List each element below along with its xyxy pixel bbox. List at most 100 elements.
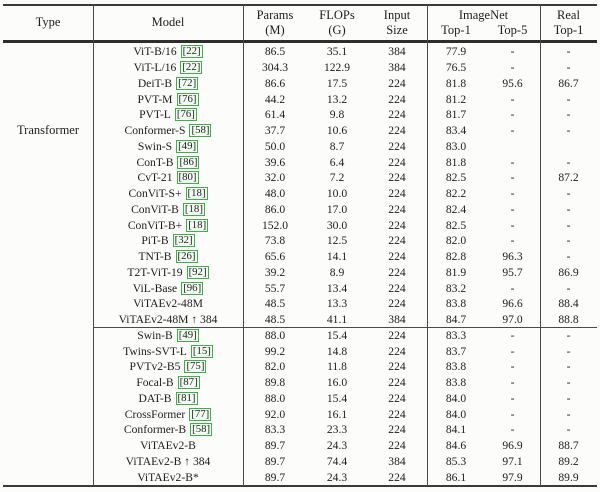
cell-model: ViTAEv2-48M <box>93 297 243 310</box>
cell-model: TNT-B [26] <box>93 250 243 264</box>
table-row: CrossFormer [77] 92.0 16.1 224 84.0 - - <box>93 406 597 422</box>
cell-real: - <box>566 155 571 169</box>
citation-link[interactable]: [76] <box>174 108 197 122</box>
header-bottom-rule <box>3 40 597 43</box>
table-row: PVT-M [76] 44.2 13.2 224 81.2 - - <box>93 91 597 107</box>
citation-link[interactable]: [77] <box>189 407 212 421</box>
cell-flops: 10.0 <box>326 187 348 201</box>
table-row: PVTv2-B5 [75] 82.0 11.8 224 83.8 - - <box>93 359 597 375</box>
cell-real: - <box>566 234 571 248</box>
citation-link[interactable]: [81] <box>175 391 198 405</box>
cell-top5: - <box>510 202 515 216</box>
table-row: ViTAEv2-48M ↑ 384 48.5 41.1 384 84.7 97.0 88.8 <box>93 312 597 328</box>
cell-real: - <box>566 281 571 295</box>
citation-link[interactable]: [15] <box>190 344 213 358</box>
citation-link[interactable]: [49] <box>176 139 199 153</box>
cell-input: 224 <box>388 155 406 169</box>
citation-link[interactable]: [26] <box>175 250 198 264</box>
model-name: TNT-B <box>138 250 172 264</box>
cell-flops: 74.4 <box>326 454 348 468</box>
cell-params: 48.0 <box>264 187 286 201</box>
cell-top1: 81.7 <box>445 108 467 122</box>
citation-link[interactable]: [80] <box>176 171 199 185</box>
citation-link[interactable]: [22] <box>180 61 203 75</box>
model-name: ConViT-S+ <box>128 187 182 201</box>
cell-params: 65.6 <box>264 250 286 264</box>
citation-link[interactable]: [75] <box>184 360 207 374</box>
cell-input: 224 <box>388 108 406 122</box>
citation-link[interactable]: [18] <box>185 187 208 201</box>
model-name: ConViT-B <box>131 202 179 216</box>
input-line2: Size <box>386 22 408 37</box>
cell-params: 86.0 <box>264 202 286 216</box>
citation-link[interactable]: [92] <box>186 265 209 279</box>
cell-input: 224 <box>388 328 406 342</box>
cell-model: CvT-21 [80] <box>93 171 243 185</box>
cell-params: 48.5 <box>264 313 286 327</box>
cell-top5: 95.6 <box>502 76 523 90</box>
citation-link[interactable]: [18] <box>182 202 205 216</box>
citation-link[interactable]: [76] <box>176 92 199 106</box>
model-name: ViTAEv2-B ↑ 384 <box>125 454 211 468</box>
cell-top1: 81.9 <box>445 265 467 279</box>
cell-model: PVT-L [76] <box>93 108 243 122</box>
model-name: T2T-ViT-19 <box>127 265 183 279</box>
table-row: Conformer-S [58] 37.7 10.6 224 83.4 - - <box>93 123 597 139</box>
cell-flops: 16.1 <box>326 407 348 421</box>
citation-link[interactable]: [22] <box>180 45 203 59</box>
citation-link[interactable]: [86] <box>177 155 200 169</box>
cell-params: 92.0 <box>264 407 286 421</box>
cell-params: 44.2 <box>264 92 286 106</box>
citation-link[interactable]: [96] <box>181 281 204 295</box>
cell-input: 224 <box>388 76 406 90</box>
cell-input: 224 <box>388 202 406 216</box>
table-row: ConT-B [86] 39.6 6.4 224 81.8 - - <box>93 154 597 170</box>
cell-input: 224 <box>388 218 406 232</box>
cell-params: 73.8 <box>264 234 286 248</box>
table-row: DeiT-B [72] 86.6 17.5 224 81.8 95.6 86.7 <box>93 76 597 92</box>
cell-top5: 97.1 <box>502 454 523 468</box>
cell-top5: - <box>510 61 515 75</box>
citation-link[interactable]: [58] <box>190 423 213 437</box>
cell-top5: - <box>510 234 515 248</box>
citation-link[interactable]: [72] <box>176 76 199 90</box>
model-name: ConViT-B+ <box>127 218 183 232</box>
model-name: ViTAEv2-48M <box>133 297 203 311</box>
cell-flops: 9.8 <box>329 108 345 122</box>
cell-real: - <box>566 45 571 59</box>
cell-top5: - <box>510 124 515 138</box>
citation-link[interactable]: [32] <box>172 234 195 248</box>
cell-real: - <box>566 407 571 421</box>
cell-top1: 83.8 <box>445 297 467 311</box>
real-line2: Top-1 <box>553 22 584 37</box>
table-row: ViTAEv2-48M 48.5 13.3 224 83.8 96.6 88.4 <box>93 296 597 312</box>
cell-top1: 84.7 <box>445 313 467 327</box>
col-header-real: Real Top-1 <box>540 5 597 40</box>
cell-model: T2T-ViT-19 [92] <box>93 265 243 279</box>
cell-params: 37.7 <box>264 124 286 138</box>
cell-params: 86.5 <box>264 45 286 59</box>
cell-real: - <box>566 344 571 358</box>
cell-flops: 24.3 <box>326 439 348 453</box>
model-name: CvT-21 <box>137 171 173 185</box>
cell-real: - <box>566 328 571 342</box>
cell-flops: 15.4 <box>326 391 348 405</box>
model-name: Swin-S <box>137 139 173 153</box>
cell-flops: 35.1 <box>326 45 348 59</box>
cell-model: ViTAEv2-B* <box>93 471 243 484</box>
citation-link[interactable]: [49] <box>176 328 199 342</box>
cell-real: - <box>566 92 571 106</box>
citation-link[interactable]: [18] <box>186 218 209 232</box>
cell-flops: 15.4 <box>326 328 348 342</box>
cell-params: 83.3 <box>264 423 286 437</box>
cell-model: CrossFormer [77] <box>93 407 243 421</box>
cell-top1: 83.2 <box>445 281 467 295</box>
cell-real: - <box>566 376 571 390</box>
cell-top5: - <box>510 155 515 169</box>
citation-link[interactable]: [58] <box>189 124 212 138</box>
divider-type-model <box>93 4 94 486</box>
citation-link[interactable]: [87] <box>177 376 200 390</box>
model-name: DeiT-B <box>137 76 173 90</box>
cell-real: 88.8 <box>558 313 579 327</box>
